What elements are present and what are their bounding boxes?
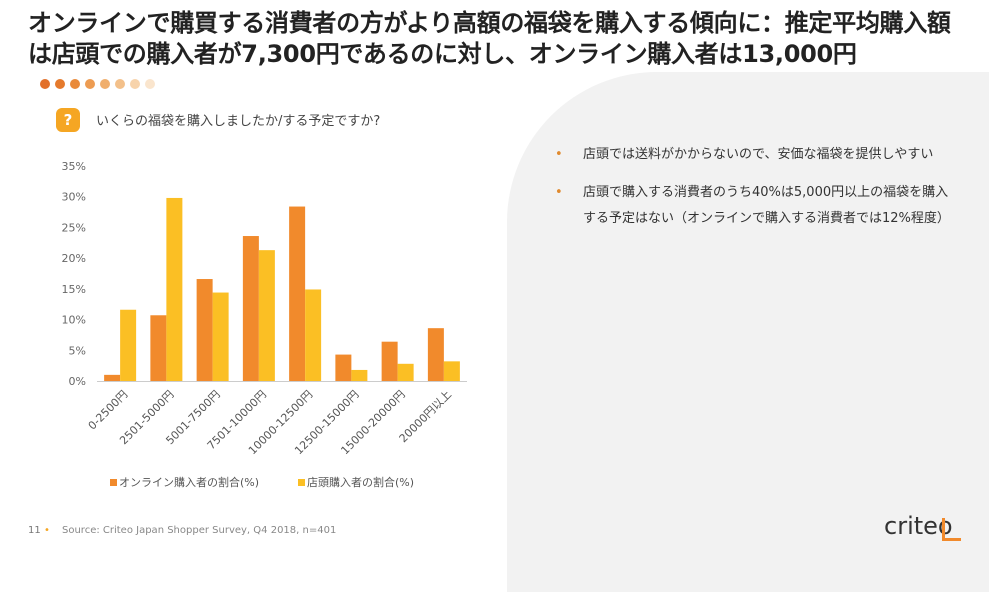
y-tick-label: 35%	[62, 160, 86, 173]
background-panel	[507, 72, 989, 592]
dot	[55, 79, 65, 89]
insight-item: • 店頭で購入する消費者のうち40%は5,000円以上の福袋を購入する予定はない…	[555, 180, 960, 232]
insight-item: • 店頭では送料がかからないので、安価な福袋を提供しやすい	[555, 142, 960, 168]
y-tick-label: 10%	[62, 314, 86, 327]
decorative-dots	[40, 79, 155, 89]
insight-text: 店頭では送料がかからないので、安価な福袋を提供しやすい	[583, 147, 934, 162]
bar-chart: 0%5%10%15%20%25%30%35%0-2500円2501-5000円5…	[62, 160, 467, 489]
legend-label: 店頭購入者の割合(%)	[307, 475, 414, 489]
dot	[115, 79, 125, 89]
bullet-icon: •	[555, 147, 563, 162]
bar-store	[166, 197, 183, 381]
bar-online	[335, 354, 352, 381]
y-tick-label: 0%	[69, 375, 86, 388]
bar-online	[427, 328, 444, 381]
dot	[130, 79, 140, 89]
bar-online	[196, 279, 213, 381]
dot	[100, 79, 110, 89]
bar-online	[289, 206, 306, 381]
dot	[145, 79, 155, 89]
criteo-logo-mark-icon	[942, 518, 961, 541]
bar-store	[258, 250, 275, 381]
bar-store	[397, 363, 414, 381]
y-tick-label: 5%	[69, 344, 86, 357]
bar-store	[305, 289, 322, 381]
bar-online	[150, 315, 167, 381]
page-title: オンラインで購買する消費者の方がより高額の福袋を購入する傾向に：推定平均購入額は…	[28, 9, 951, 68]
page-number: 11	[28, 525, 41, 536]
legend-swatch	[110, 479, 117, 486]
y-tick-label: 30%	[62, 191, 86, 204]
dot	[40, 79, 50, 89]
bar-online	[242, 236, 259, 381]
criteo-logo: criteo	[884, 512, 953, 540]
legend-label: オンライン購入者の割合(%)	[119, 475, 259, 489]
insights-list: • 店頭では送料がかからないので、安価な福袋を提供しやすい • 店頭で購入する消…	[555, 142, 960, 244]
legend-swatch	[298, 479, 305, 486]
question-icon: ?	[56, 108, 80, 132]
y-tick-label: 15%	[62, 283, 86, 296]
insight-text: 店頭で購入する消費者のうち40%は5,000円以上の福袋を購入する予定はない（オ…	[583, 185, 950, 226]
y-tick-label: 25%	[62, 221, 86, 234]
bar-store	[212, 292, 229, 381]
bar-store	[120, 309, 137, 381]
bar-store	[443, 361, 460, 381]
dot	[70, 79, 80, 89]
footer-dot-icon: •	[44, 525, 50, 536]
bar-online	[381, 341, 398, 381]
y-tick-label: 20%	[62, 252, 86, 265]
bar-store	[351, 369, 368, 381]
x-tick-label: 0-2500円	[86, 388, 131, 433]
bar-online	[104, 374, 121, 381]
survey-question: いくらの福袋を購入しましたか/する予定ですか?	[96, 114, 381, 129]
bullet-icon: •	[555, 185, 563, 200]
dot	[85, 79, 95, 89]
source-note: Source: Criteo Japan Shopper Survey, Q4 …	[62, 525, 337, 536]
